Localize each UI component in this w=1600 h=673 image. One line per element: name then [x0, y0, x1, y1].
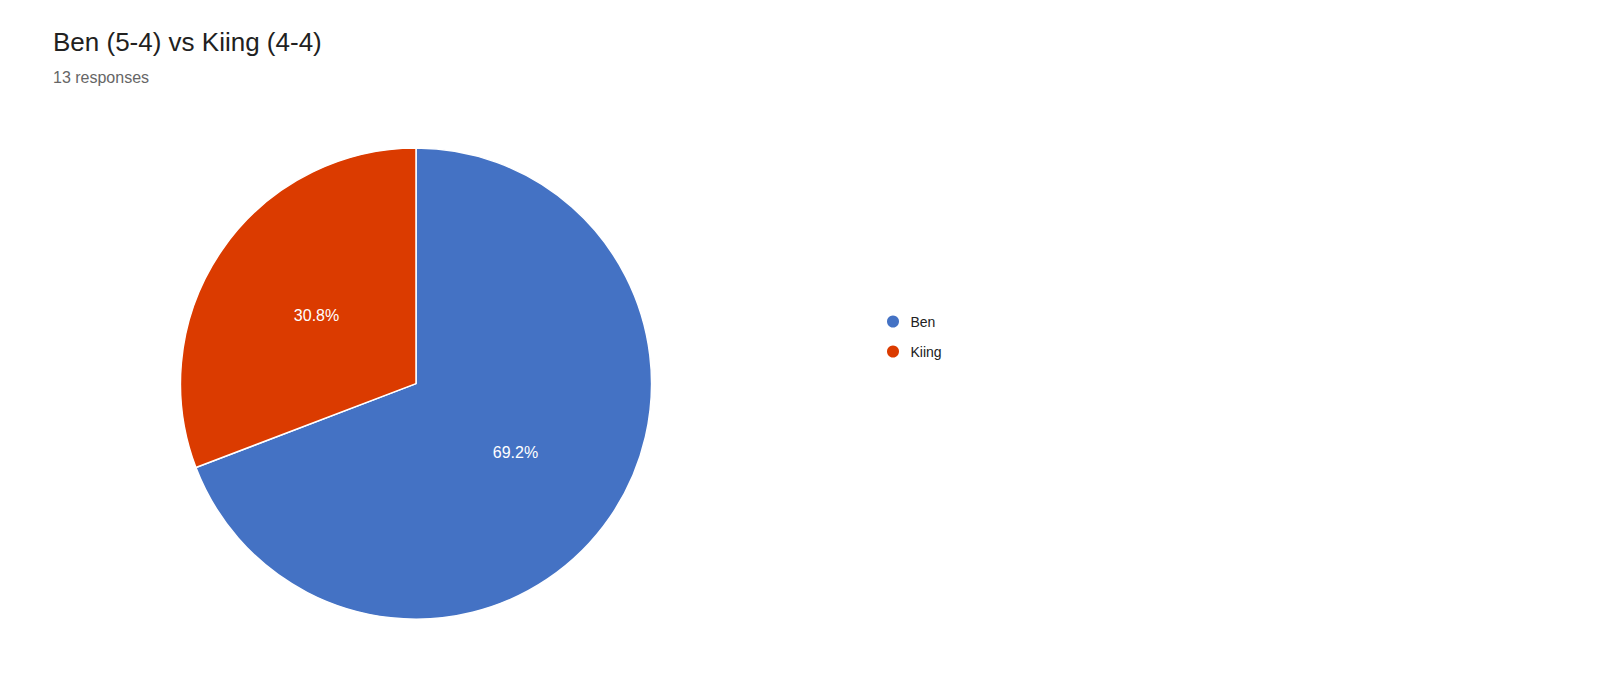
svg-text:13 responses: 13 responses	[53, 69, 149, 86]
svg-text:Ben: Ben	[911, 314, 936, 330]
svg-text:Kiing: Kiing	[911, 344, 942, 360]
svg-text:30.8%: 30.8%	[294, 307, 339, 324]
svg-text:Ben (5-4) vs Kiing (4-4): Ben (5-4) vs Kiing (4-4)	[53, 27, 322, 57]
svg-text:69.2%: 69.2%	[493, 444, 538, 461]
